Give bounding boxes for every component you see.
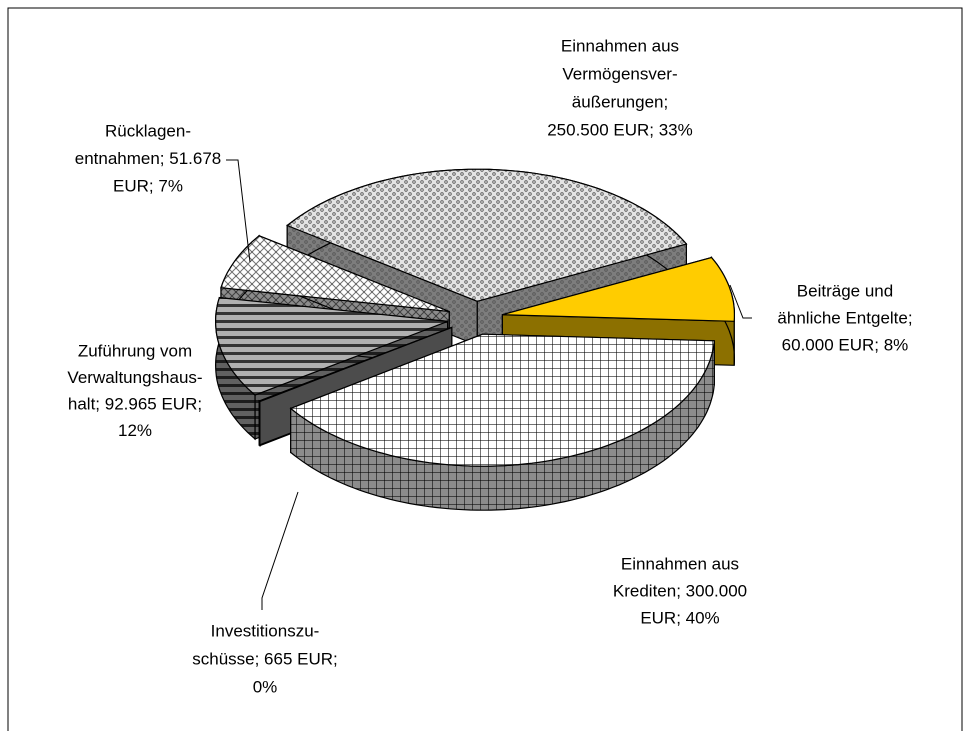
- data-label: Einnahmen aus: [621, 554, 739, 573]
- data-label: Einnahmen aus: [561, 36, 679, 55]
- data-label: schüsse; 665 EUR;: [192, 649, 338, 668]
- data-label: Investitionszu-: [211, 621, 320, 640]
- data-label: äußerungen;: [572, 92, 668, 111]
- labels: Einnahmen aus Vermögensver-äußerungen; 250…: [67, 36, 912, 696]
- leader-line: [729, 284, 752, 319]
- slice-top: [257, 326, 453, 403]
- slice-side: [258, 399, 261, 448]
- data-label: 60.000 EUR; 8%: [782, 335, 909, 354]
- data-label: Verwaltungshaus-: [67, 368, 202, 387]
- data-label: 0%: [253, 677, 278, 696]
- data-label: 250.500 EUR; 33%: [547, 120, 693, 139]
- leader-line: [261, 491, 299, 610]
- pie: [214, 168, 736, 511]
- data-label: Vermögensver-: [562, 64, 677, 83]
- slice-top: [220, 235, 450, 313]
- slice-top: [289, 333, 715, 467]
- data-label: Zuführung vom: [78, 341, 192, 360]
- slice: [501, 255, 736, 366]
- data-label: EUR; 40%: [640, 608, 719, 627]
- slice: [289, 333, 715, 511]
- slice-top: [502, 256, 736, 322]
- data-label: 12%: [118, 421, 152, 440]
- data-label: halt; 92.965 EUR;: [68, 394, 202, 413]
- data-label: EUR; 7%: [113, 176, 183, 195]
- chart-frame: [7, 7, 963, 731]
- data-label: Rücklagen-: [105, 121, 191, 140]
- data-label: ähnliche Entgelte;: [777, 308, 912, 327]
- data-label: Beiträge und: [797, 281, 893, 300]
- data-label: Krediten; 300.000: [613, 581, 747, 600]
- data-label: entnahmen; 51.678: [75, 149, 222, 168]
- slice-top: [214, 296, 448, 396]
- slice-top: [285, 168, 688, 302]
- leader-line: [226, 159, 251, 263]
